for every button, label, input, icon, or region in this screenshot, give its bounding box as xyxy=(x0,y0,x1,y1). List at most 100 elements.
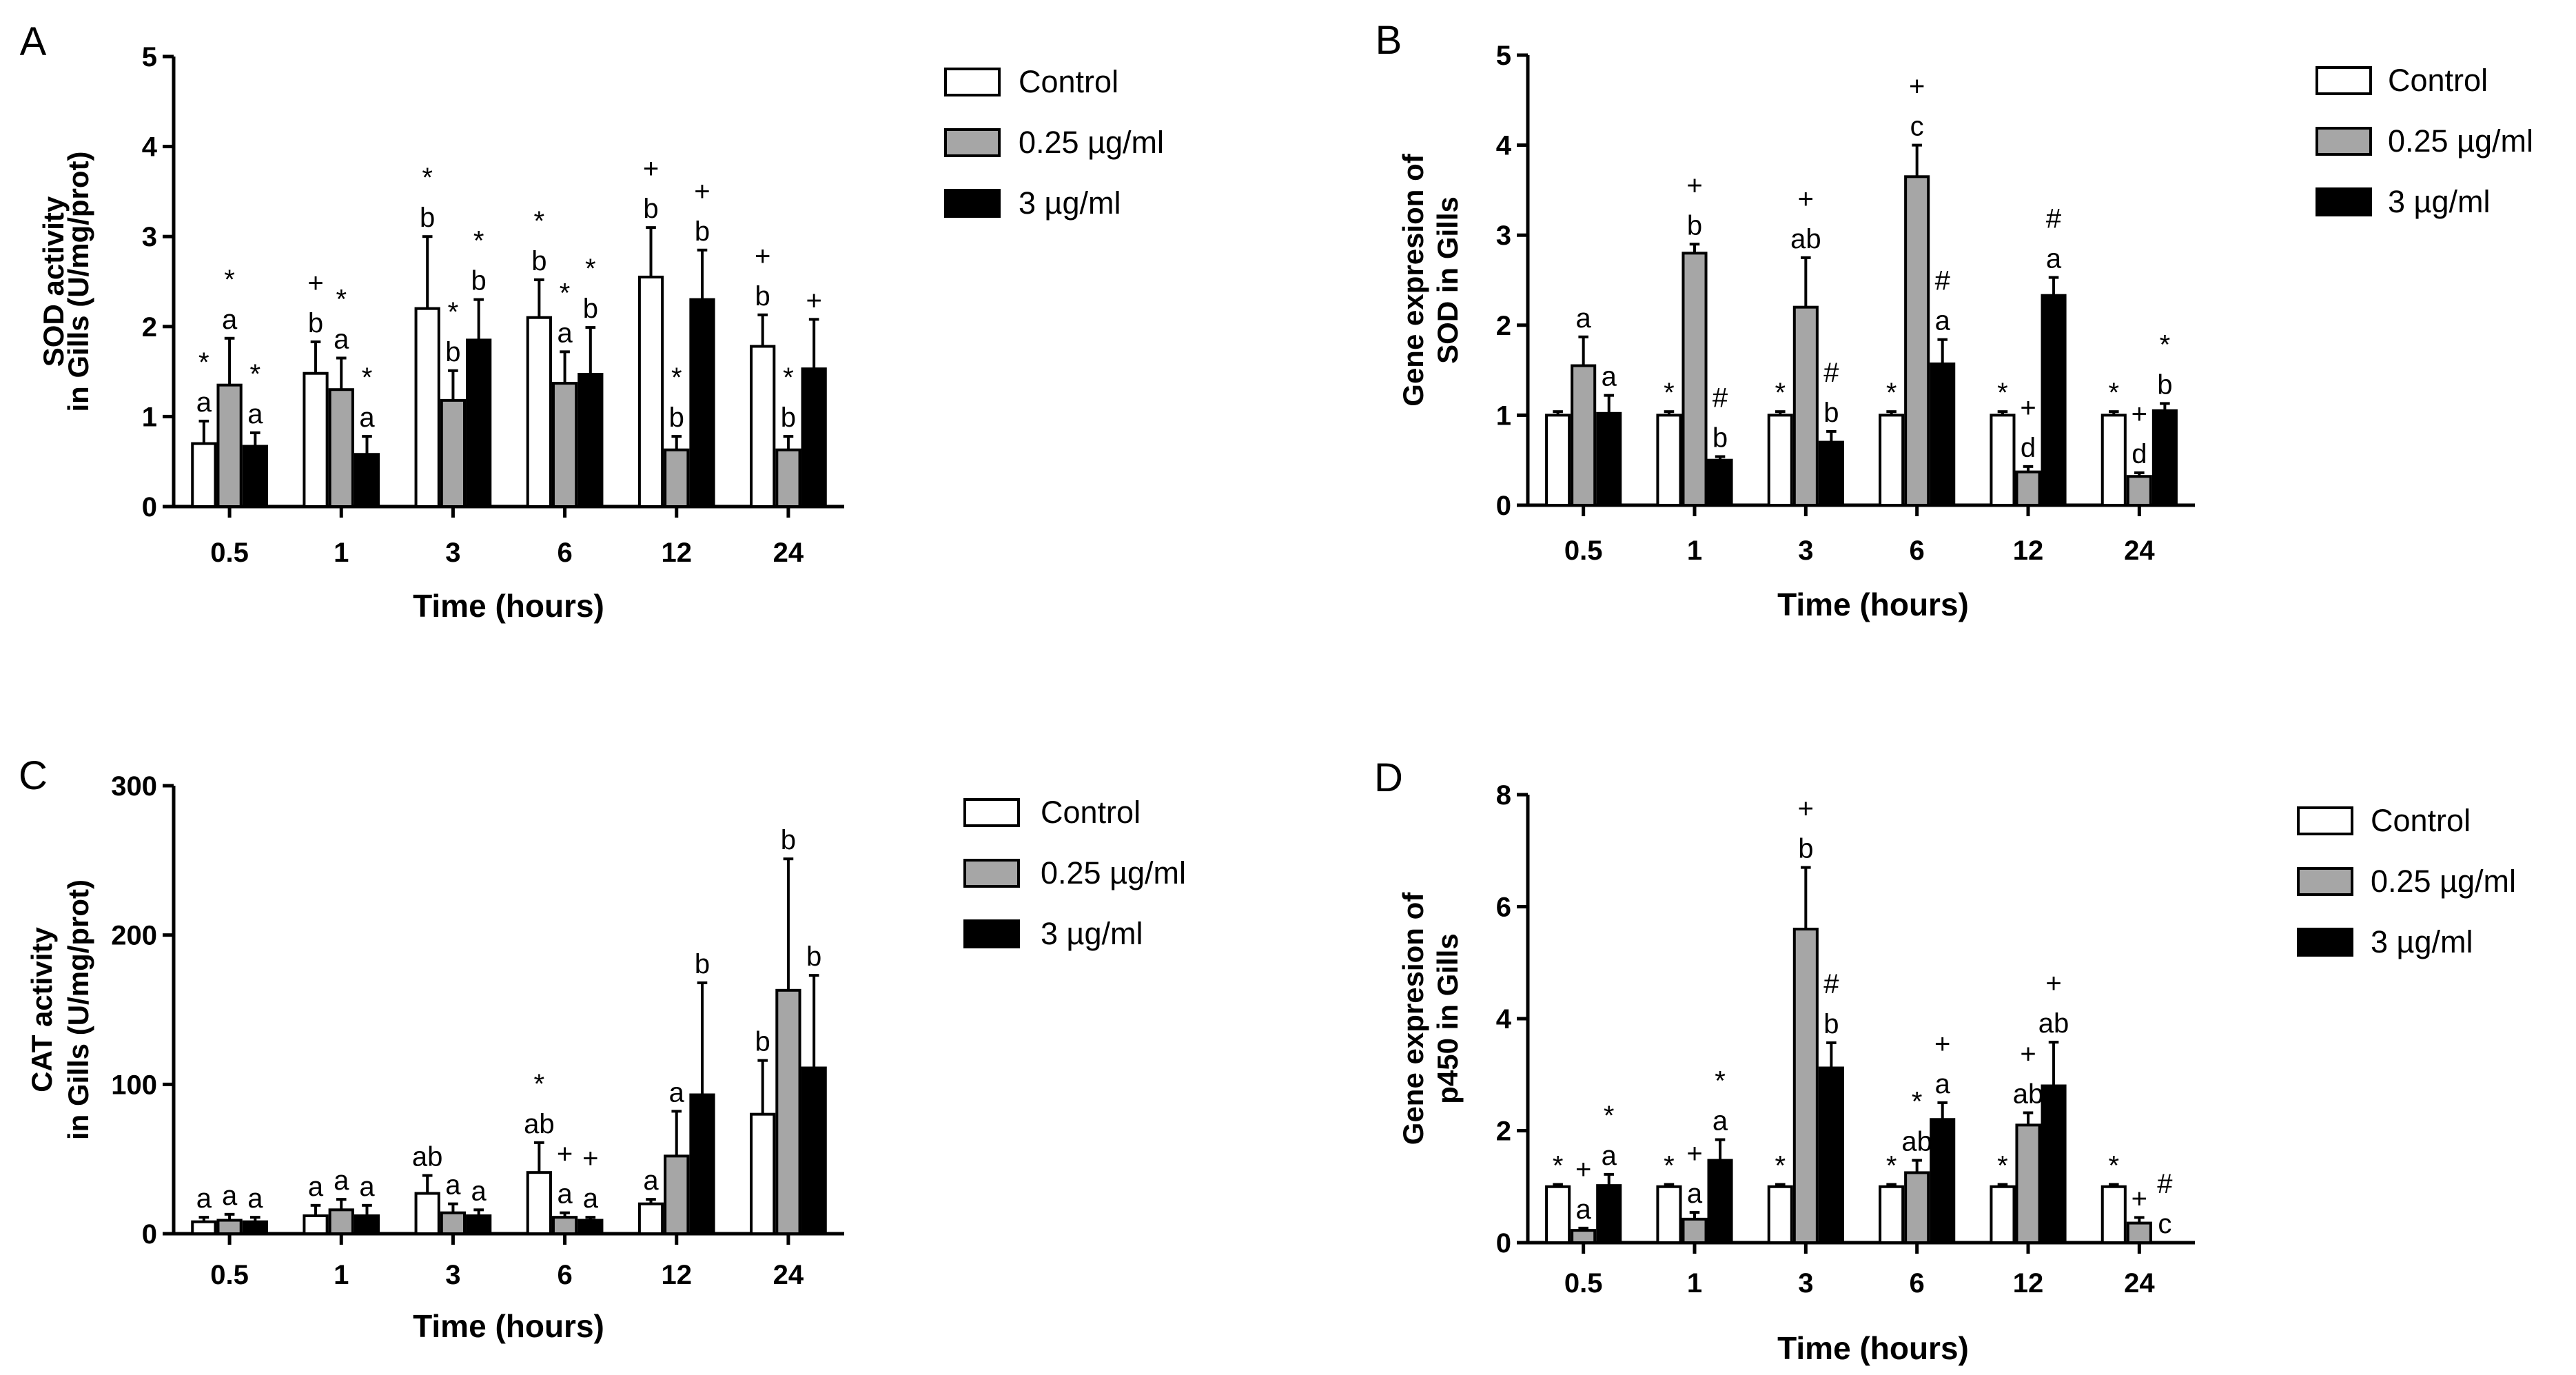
y-axis-title: Gene expresion of xyxy=(1397,892,1429,1145)
y-tick-label: 2 xyxy=(142,312,157,343)
bar xyxy=(2041,1084,2067,1244)
significance-label: + xyxy=(694,176,710,207)
y-axis-title: SOD activity xyxy=(37,196,70,367)
significance-label: b xyxy=(1798,834,1813,864)
significance-label: ab xyxy=(2013,1079,2044,1110)
bar xyxy=(577,373,604,508)
legend-swatch xyxy=(2297,867,2353,896)
x-tick-label: 24 xyxy=(773,1260,804,1290)
significance-label: * xyxy=(1912,1087,1923,1117)
significance-label: # xyxy=(1713,383,1728,413)
x-tick-label: 0.5 xyxy=(1564,536,1603,566)
significance-label: b xyxy=(471,266,487,296)
x-axis-title: Time (hours) xyxy=(1777,587,1969,622)
bar xyxy=(1707,458,1733,507)
significance-label: a xyxy=(1687,1179,1703,1209)
bar xyxy=(1767,1185,1793,1244)
y-tick-label: 0 xyxy=(142,1219,157,1250)
bar xyxy=(637,275,664,508)
x-tick-label: 0.5 xyxy=(210,538,249,568)
panel-letter: D xyxy=(1374,755,1403,800)
significance-label: # xyxy=(1823,358,1839,388)
bar xyxy=(1990,1185,2016,1244)
significance-label: a xyxy=(1935,1069,1951,1099)
bar xyxy=(2015,470,2041,507)
bar xyxy=(466,1214,492,1235)
bar xyxy=(664,1154,690,1236)
x-tick-label: 1 xyxy=(334,1260,349,1290)
significance-label: * xyxy=(362,363,373,393)
x-axis-title: Time (hours) xyxy=(1777,1330,1969,1366)
significance-label: # xyxy=(2046,204,2062,234)
legend-swatch xyxy=(963,919,1020,948)
legend-swatch xyxy=(2297,806,2353,835)
significance-label: b xyxy=(695,216,710,247)
significance-label: * xyxy=(250,359,261,389)
significance-label: a xyxy=(1602,1141,1617,1171)
significance-label: b xyxy=(781,403,796,433)
bar xyxy=(1571,1229,1597,1244)
bar xyxy=(216,1219,243,1235)
bar xyxy=(1818,1066,1844,1244)
significance-label: a xyxy=(1935,306,1951,336)
significance-label: a xyxy=(196,1183,212,1214)
x-tick-label: 0.5 xyxy=(1564,1268,1603,1298)
bar xyxy=(414,1192,440,1235)
significance-label: + xyxy=(755,241,770,272)
significance-label: b xyxy=(669,403,684,433)
significance-label: + xyxy=(806,285,821,316)
legend-swatch xyxy=(963,859,1020,888)
bar xyxy=(775,448,801,508)
panel-C: C 0 100 200 300 CAT activity in Gills (U/mg/pr… xyxy=(19,753,1186,1344)
significance-label: + xyxy=(2020,1039,2036,1070)
bar xyxy=(1930,1118,1956,1244)
significance-label: * xyxy=(198,347,209,378)
significance-label: * xyxy=(1553,1151,1564,1181)
bar xyxy=(440,1211,467,1235)
significance-label: a xyxy=(557,1179,573,1210)
y-axis-title: CAT activity xyxy=(25,927,58,1092)
bar xyxy=(1990,414,2016,507)
significance-label: * xyxy=(1886,1151,1897,1181)
bar xyxy=(354,453,380,509)
bar xyxy=(750,345,776,509)
significance-label: b xyxy=(806,941,821,972)
legend-label: 3 µg/ml xyxy=(2371,924,2473,959)
bar xyxy=(689,298,715,508)
y-axis-title: in Gills (U/mg/prot) xyxy=(62,152,94,412)
x-tick-label: 24 xyxy=(2124,536,2155,566)
legend-label: 3 µg/ml xyxy=(1019,185,1121,221)
significance-label: * xyxy=(534,206,545,236)
significance-label: a xyxy=(669,1077,685,1108)
bar xyxy=(1792,305,1819,507)
bar xyxy=(1767,414,1793,507)
y-axis-title: SOD in Gills xyxy=(1431,196,1464,364)
significance-label: * xyxy=(1997,1151,2008,1181)
significance-label: + xyxy=(2020,393,2036,423)
significance-label: b xyxy=(420,203,435,233)
bar xyxy=(801,367,827,508)
significance-label: * xyxy=(560,278,571,308)
legend-swatch xyxy=(2316,66,2372,95)
x-tick-label: 3 xyxy=(1798,1268,1813,1298)
significance-label: c xyxy=(2158,1209,2171,1239)
x-tick-label: 6 xyxy=(557,538,572,568)
bar xyxy=(2126,475,2152,507)
significance-label: * xyxy=(1886,378,1897,408)
bar xyxy=(526,316,552,508)
bar xyxy=(551,1216,578,1235)
bar xyxy=(2151,409,2178,507)
significance-label: b xyxy=(755,1027,770,1057)
bar xyxy=(191,1220,217,1235)
y-tick-label: 3 xyxy=(142,222,157,252)
significance-label: + xyxy=(1575,1154,1591,1185)
y-tick-label: 2 xyxy=(1496,1117,1511,1147)
significance-label: ab xyxy=(524,1109,555,1139)
panel-letter: C xyxy=(19,753,48,798)
bar xyxy=(303,1214,329,1235)
x-tick-label: 6 xyxy=(1910,536,1925,566)
y-tick-label: 0 xyxy=(1496,1228,1511,1259)
x-tick-label: 3 xyxy=(445,538,460,568)
y-tick-label: 4 xyxy=(1496,131,1512,161)
